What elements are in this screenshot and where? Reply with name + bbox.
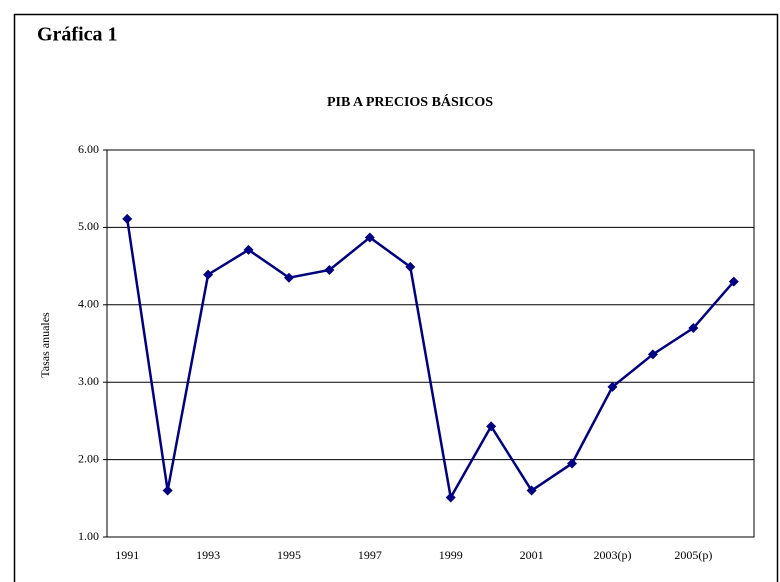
marker [688, 323, 699, 334]
y-tick-label: 5.00 [78, 219, 99, 233]
y-tick-label: 3.00 [78, 374, 99, 388]
x-tick-label: 1995 [277, 548, 301, 562]
chart-title: PIB A PRECIOS BÁSICOS [327, 93, 493, 110]
x-tick-label: 2005(p) [674, 548, 712, 562]
marker [283, 272, 294, 283]
x-tick-label: 1993 [196, 548, 220, 562]
x-tick-label: 1991 [115, 548, 139, 562]
x-tick-label: 1999 [439, 548, 463, 562]
y-tick-label: 6.00 [78, 142, 99, 156]
marker [607, 381, 618, 392]
marker [364, 232, 375, 243]
marker [728, 276, 739, 287]
series-line [125, 218, 735, 502]
marker [445, 492, 456, 503]
marker [243, 244, 254, 255]
y-tick-label: 4.00 [78, 297, 99, 311]
x-tick-label: 2003(p) [593, 548, 631, 562]
frame [13, 13, 779, 582]
y-tick-label: 1.00 [78, 529, 99, 543]
marker [526, 485, 537, 496]
y-axis-label: Tasas anuales [38, 312, 52, 378]
marker [324, 264, 335, 275]
x-tick-label: 2001 [520, 548, 544, 562]
marker [122, 213, 133, 224]
heading: Gráfica 1 [37, 24, 118, 46]
plot-border [106, 149, 755, 538]
y-tick-label: 2.00 [78, 451, 99, 465]
marker [567, 458, 578, 469]
marker [162, 485, 173, 496]
marker [203, 269, 214, 280]
marker [486, 421, 497, 432]
x-tick-label: 1997 [358, 548, 382, 562]
marker [647, 349, 658, 360]
marker [405, 261, 416, 272]
